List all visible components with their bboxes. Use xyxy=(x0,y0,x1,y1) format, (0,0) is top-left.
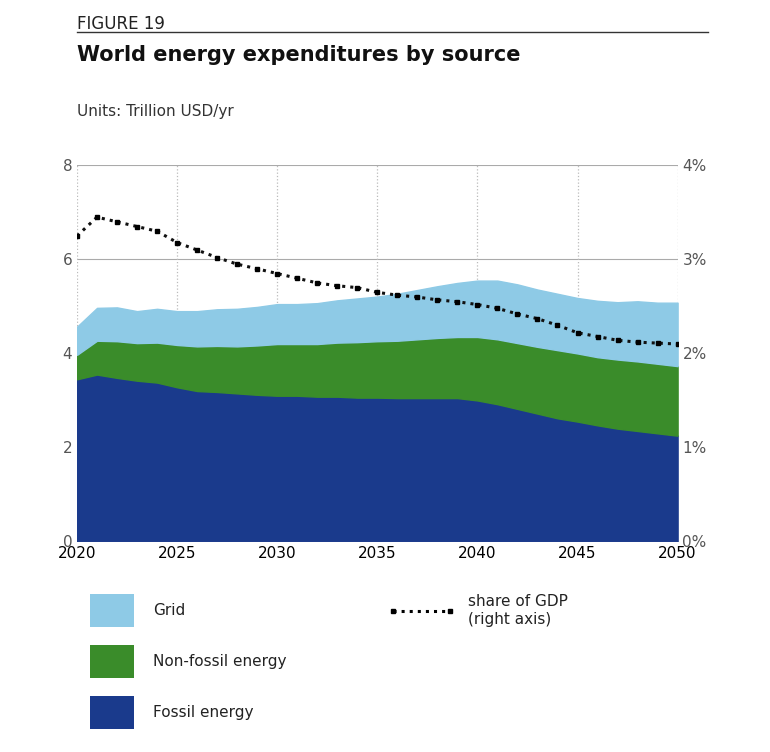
Bar xyxy=(89,696,134,729)
Text: share of GDP
(right axis): share of GDP (right axis) xyxy=(468,594,568,627)
Text: Non-fossil energy: Non-fossil energy xyxy=(152,654,286,669)
Text: World energy expenditures by source: World energy expenditures by source xyxy=(77,45,521,65)
Text: Fossil energy: Fossil energy xyxy=(152,705,253,720)
Text: Grid: Grid xyxy=(152,603,185,618)
Bar xyxy=(89,645,134,678)
Text: FIGURE 19: FIGURE 19 xyxy=(77,15,165,33)
Text: Units: Trillion USD/yr: Units: Trillion USD/yr xyxy=(77,104,234,119)
Bar xyxy=(89,594,134,627)
